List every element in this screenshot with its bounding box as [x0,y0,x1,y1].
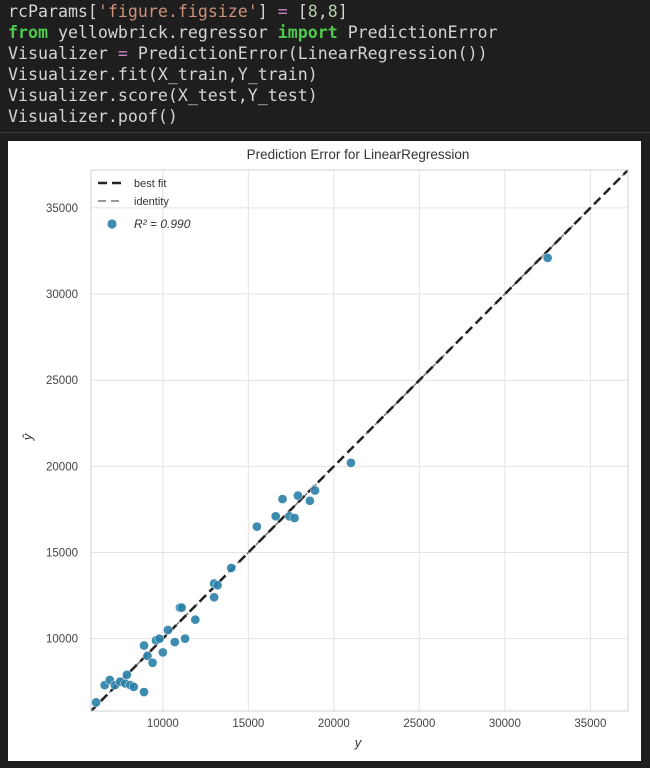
legend-r2-label: R² = 0.990 [134,217,191,231]
legend-best-fit-label: best fit [134,178,166,190]
data-point [310,485,320,496]
code-line-3: Visualizer = PredictionError(LinearRegre… [8,44,488,63]
data-point [252,521,262,532]
prediction-error-figure: 10000 15000 20000 25000 30000 35000 10000 1500… [8,141,641,761]
legend: best fit identity R² = 0.990 [98,178,191,231]
data-point [139,687,149,697]
x-tick-label: 10000 [147,718,179,730]
grid-lines [91,170,628,711]
data-point [128,682,139,692]
code-line-2: from yellowbrick.regressor import Predic… [8,23,498,42]
y-tick-label: 25000 [46,375,78,387]
data-point [142,651,153,661]
y-tick-labels: 10000 15000 20000 25000 30000 35000 [46,203,78,646]
y-tick-label: 20000 [46,461,78,473]
code-line-6: Visualizer.poof() [8,107,178,126]
x-tick-label: 35000 [574,718,606,730]
data-point [289,513,300,523]
x-axis-label: y [354,735,363,750]
data-point [305,495,315,506]
y-tick-label: 15000 [46,547,78,559]
data-point [122,669,132,680]
x-tick-label: 20000 [318,718,350,730]
data-point [180,633,190,644]
data-point [226,563,237,573]
data-point [190,614,201,625]
plot-frame [90,169,629,712]
data-point [277,494,288,504]
x-tick-label: 15000 [232,718,264,730]
x-tick-label: 30000 [489,718,521,730]
data-point [293,490,303,501]
y-tick-label: 10000 [46,634,78,646]
data-point [91,697,101,708]
code-line-4: Visualizer.fit(X_train,Y_train) [8,65,318,84]
scatter-points [91,253,553,708]
code-line-5: Visualizer.score(X_test,Y_test) [8,86,318,105]
data-point [154,633,165,644]
x-tick-labels: 10000 15000 20000 25000 30000 35000 [147,718,607,730]
y-tick-label: 30000 [46,289,78,301]
chart-title: Prediction Error for LinearRegression [247,147,470,162]
y-tick-label: 35000 [46,203,78,215]
data-point [147,657,158,668]
code-cell[interactable]: rcParams['figure.figsize'] = [8,8] from … [0,0,650,133]
data-point [212,580,223,591]
data-point [346,458,356,468]
legend-r2-swatch [107,219,117,229]
reference-lines [90,169,629,712]
prediction-error-chart: 10000 15000 20000 25000 30000 35000 10000 1500… [20,147,629,750]
data-point [163,625,173,635]
data-point [176,602,187,613]
data-point [270,511,281,522]
data-point [542,253,553,263]
x-tick-label: 25000 [403,718,435,730]
data-point [209,592,219,603]
code-line-1: rcParams['figure.figsize'] = [8,8] [8,2,348,21]
legend-identity-label: identity [134,196,169,208]
data-point [169,637,180,647]
best-fit-line [90,169,629,712]
data-point [157,647,168,658]
y-axis-label: ŷ [20,432,35,441]
data-point [139,640,149,651]
